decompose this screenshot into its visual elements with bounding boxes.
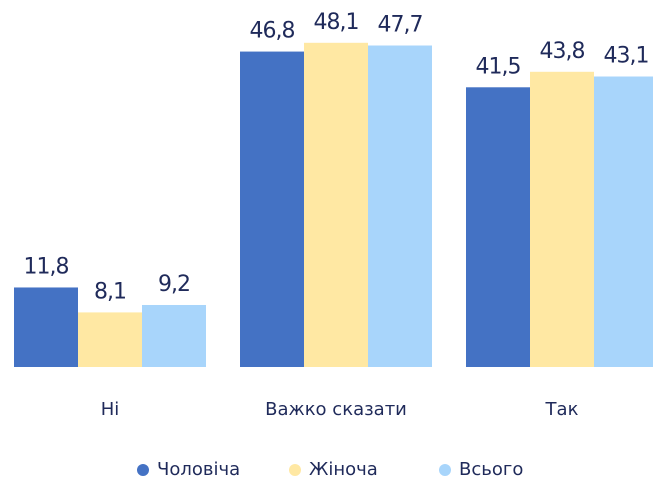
bar xyxy=(142,304,206,367)
data-label: 41,5 xyxy=(476,54,521,79)
legend-label: Жіноча xyxy=(309,459,378,479)
data-label: 8,1 xyxy=(94,279,126,304)
data-label: 43,8 xyxy=(540,39,585,64)
legend-label: Чоловіча xyxy=(157,459,240,479)
bar xyxy=(530,71,594,368)
data-label: 47,7 xyxy=(378,13,423,38)
legend-marker xyxy=(137,464,149,476)
bar xyxy=(240,51,304,368)
bar xyxy=(466,87,530,367)
x-tick-label: Так xyxy=(545,399,579,420)
bar xyxy=(304,42,368,367)
bar xyxy=(368,45,432,367)
data-label: 48,1 xyxy=(314,10,359,35)
bar xyxy=(78,312,142,367)
data-label: 43,1 xyxy=(604,44,649,69)
legend-marker xyxy=(289,464,301,476)
data-label: 9,2 xyxy=(158,272,190,297)
x-tick-label: Ні xyxy=(101,399,120,420)
bar xyxy=(14,287,78,367)
legend-marker xyxy=(439,464,451,476)
data-label: 11,8 xyxy=(24,254,69,279)
legend-label: Всього xyxy=(459,459,523,479)
bar xyxy=(594,76,653,368)
data-label: 46,8 xyxy=(250,19,295,44)
x-tick-label: Важко сказати xyxy=(265,399,407,420)
